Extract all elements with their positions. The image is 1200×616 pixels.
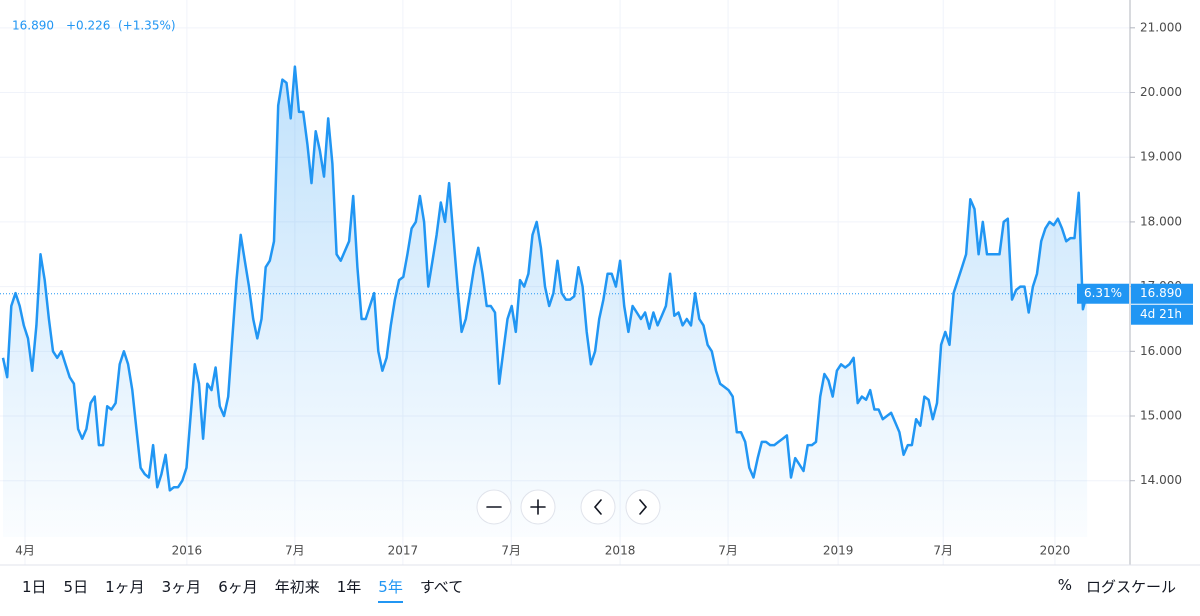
header-last: 16.890 [12, 19, 54, 33]
scale-toolbar: % ログスケール [1058, 576, 1176, 597]
header-change-pct: (+1.35%) [118, 19, 176, 33]
line [1, 65, 1089, 492]
log-scale-button[interactable]: ログスケール [1085, 578, 1176, 596]
pct-tag [1077, 283, 1129, 304]
icon [593, 499, 602, 515]
x-tick-label: 2016 [172, 544, 203, 558]
range-button[interactable]: 3ヶ月 [161, 578, 202, 596]
y-tick-label: 14.000 [1140, 473, 1182, 487]
x-tick-label: 2017 [388, 544, 419, 558]
icon [530, 499, 546, 515]
zoom-controls [476, 489, 661, 525]
scroll-right[interactable] [625, 489, 661, 525]
y-tick-label: 19.000 [1140, 150, 1182, 164]
scroll-left[interactable] [580, 489, 616, 525]
y-tick-label: 18.000 [1140, 214, 1182, 228]
x-tick-label: 2019 [823, 544, 854, 558]
range-button[interactable]: 1ヶ月 [105, 578, 145, 596]
range-button[interactable]: 1日 [22, 578, 47, 596]
x-tick-label: 7月 [933, 544, 953, 558]
range-button[interactable]: 6ヶ月 [218, 578, 258, 596]
pct-tag-label: 6.31% [1084, 286, 1122, 300]
x-tick-label: 7月 [285, 544, 305, 558]
x-tick-label: 7月 [501, 544, 521, 558]
price-tag-label: 16.890 [1140, 286, 1182, 300]
y-tick-label: 20.000 [1140, 85, 1182, 99]
y-tick-label: 21.000 [1140, 20, 1182, 34]
range-button[interactable]: 年初来 [274, 578, 320, 596]
range-button[interactable]: 1年 [336, 578, 362, 596]
x-tick-label: 4月 [15, 544, 35, 558]
range-button[interactable]: 5年 [378, 576, 403, 603]
header-change: +0.226 [66, 19, 110, 33]
x-tick-label: 2018 [605, 544, 636, 558]
area [3, 66, 1088, 537]
percent-button[interactable]: % [1057, 576, 1072, 594]
y-tick-label: 15.000 [1140, 409, 1182, 423]
x-tick-label: 2020 [1040, 544, 1071, 558]
countdown-label: 4d 21h [1140, 307, 1182, 321]
range-button[interactable]: すべて [419, 578, 464, 596]
range-toolbar: 1日 5日 1ヶ月 3ヶ月 6ヶ月 年初来 1年 5年 すべて [22, 576, 463, 603]
x-tick-label: 7月 [718, 544, 738, 558]
price-tag [1131, 283, 1193, 304]
countdown-tag [1131, 304, 1193, 325]
y-tick-label: 16.000 [1140, 344, 1182, 358]
icon [639, 499, 648, 515]
chart: 16.890 +0.226 (+1.35%) 14.000 15.000 16.00… [0, 0, 1200, 566]
range-button[interactable]: 5日 [63, 578, 89, 596]
